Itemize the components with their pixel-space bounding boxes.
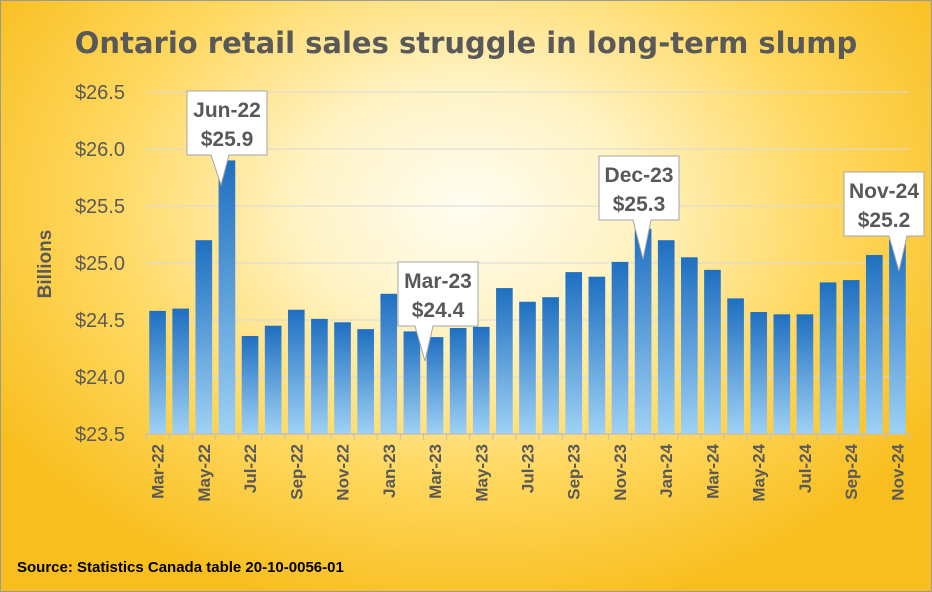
callout-box bbox=[186, 90, 268, 187]
bar bbox=[796, 314, 814, 434]
bar bbox=[611, 261, 629, 434]
callout-box bbox=[598, 155, 680, 260]
bar bbox=[311, 318, 328, 434]
callout-value: $25.9 bbox=[201, 128, 254, 151]
x-axis bbox=[145, 433, 910, 440]
callout: Dec-23 $25.3 bbox=[598, 155, 680, 260]
bar bbox=[264, 325, 282, 434]
bar bbox=[681, 257, 698, 434]
bar bbox=[565, 272, 583, 434]
bar bbox=[519, 301, 536, 434]
y-tick-label: $24.5 bbox=[75, 310, 125, 332]
x-tick-label: May-22 bbox=[195, 444, 214, 502]
source-note: Source: Statistics Canada table 20-10-00… bbox=[17, 559, 344, 576]
x-tick-label: Mar-22 bbox=[149, 444, 168, 499]
x-tick-label: Sep-23 bbox=[565, 444, 584, 500]
callout-value: $25.3 bbox=[613, 193, 666, 216]
bar bbox=[819, 282, 837, 434]
bar bbox=[496, 288, 513, 434]
callout-value: $24.4 bbox=[412, 299, 465, 322]
chart-title: Ontario retail sales struggle in long-te… bbox=[75, 26, 857, 60]
callout-box bbox=[843, 171, 925, 272]
x-tick-label: Jul-23 bbox=[519, 444, 538, 493]
bar bbox=[195, 240, 213, 434]
bar bbox=[542, 297, 559, 434]
x-tick-label: Sep-22 bbox=[287, 444, 306, 500]
bar bbox=[704, 269, 721, 434]
x-tick-label: Mar-24 bbox=[703, 443, 722, 498]
y-tick-label: $23.5 bbox=[75, 424, 125, 446]
callout-label: Nov-24 bbox=[849, 180, 919, 203]
x-tick-label: Jul-22 bbox=[241, 444, 260, 493]
bar bbox=[472, 326, 490, 434]
x-tick-label: Nov-23 bbox=[611, 444, 630, 501]
callout-label: Jun-22 bbox=[193, 99, 261, 122]
y-tick-label: $25.5 bbox=[75, 196, 125, 218]
x-tick-label: Mar-23 bbox=[426, 444, 445, 499]
bar bbox=[149, 310, 166, 434]
bar bbox=[449, 327, 467, 434]
bar bbox=[380, 293, 398, 434]
bar bbox=[588, 276, 606, 434]
callout: Nov-24 $25.2 bbox=[843, 171, 925, 272]
y-tick-label: $26.5 bbox=[75, 82, 125, 104]
x-tick-label: May-24 bbox=[750, 443, 769, 501]
bar bbox=[657, 240, 675, 434]
bar bbox=[403, 331, 421, 434]
bar bbox=[727, 298, 744, 434]
callout-label: Mar-23 bbox=[404, 270, 472, 293]
y-axis-ticks: $23.5 $24.0 $24.5 $25.0 $25.5 $26.0 $26.5 bbox=[75, 82, 125, 446]
bar bbox=[634, 228, 652, 434]
x-tick-label: Sep-24 bbox=[842, 443, 861, 499]
callout-value: $25.2 bbox=[858, 209, 911, 232]
y-tick-label: $24.0 bbox=[75, 367, 125, 389]
bar bbox=[172, 308, 190, 434]
y-tick-label: $26.0 bbox=[75, 139, 125, 161]
x-tick-label: Nov-24 bbox=[888, 443, 907, 500]
bar bbox=[865, 255, 883, 434]
bar bbox=[218, 160, 236, 434]
bar bbox=[750, 312, 768, 434]
bar bbox=[773, 314, 791, 434]
bar bbox=[334, 322, 351, 434]
callout-box bbox=[397, 261, 479, 362]
callout-label: Dec-23 bbox=[605, 164, 674, 187]
bar bbox=[426, 337, 444, 434]
x-axis-ticks: Mar-22 May-22 Jul-22 Sep-22 Nov-22 Jan-23 Mar-… bbox=[149, 443, 908, 501]
callouts: Jun-22 $25.9 Mar-23 $24.4 Dec-23 $25.3 Nov-24 $… bbox=[186, 90, 925, 362]
bar bbox=[842, 280, 860, 434]
bar bbox=[357, 329, 374, 434]
bar bbox=[287, 309, 305, 434]
bar bbox=[889, 240, 906, 434]
x-tick-label: Jan-24 bbox=[657, 443, 676, 497]
y-tick-label: $25.0 bbox=[75, 253, 125, 275]
x-tick-label: May-23 bbox=[472, 444, 491, 502]
callout: Jun-22 $25.9 bbox=[186, 90, 268, 187]
bar bbox=[241, 335, 259, 434]
x-tick-label: Jan-23 bbox=[380, 444, 399, 498]
x-tick-label: Nov-22 bbox=[334, 444, 353, 501]
callout: Mar-23 $24.4 bbox=[397, 261, 479, 362]
y-axis-label: Billions bbox=[35, 230, 56, 299]
x-tick-label: Jul-24 bbox=[796, 443, 815, 493]
bars bbox=[149, 160, 906, 434]
